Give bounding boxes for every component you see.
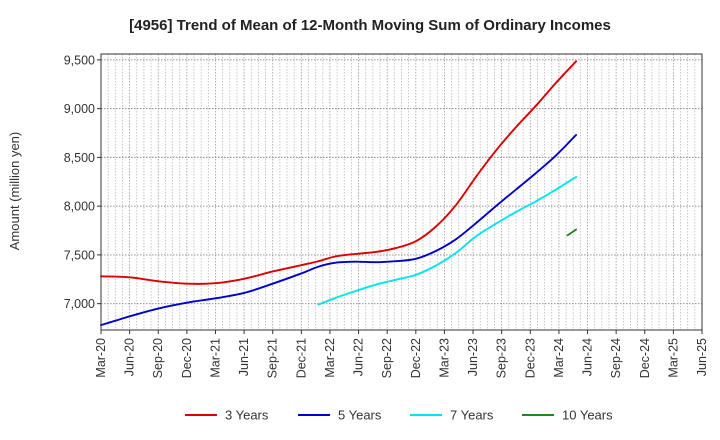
- legend-label: 5 Years: [338, 408, 382, 423]
- x-tick-label: Jun-23: [466, 338, 480, 376]
- chart-title: [4956] Trend of Mean of 12-Month Moving …: [129, 17, 611, 34]
- x-tick-label: Jun-21: [237, 338, 251, 376]
- x-tick-label: Mar-23: [437, 338, 451, 378]
- y-tick-label: 8,000: [64, 200, 95, 214]
- legend: 3 Years 5 Years 7 Years 10 Years: [185, 408, 613, 423]
- x-tick-label: Jun-22: [352, 338, 366, 376]
- x-tick-label: Mar-22: [323, 338, 337, 378]
- x-axis: Mar-20 Jun-20 Sep-20 Dec-20 Mar-21 Jun-21 Sep-…: [94, 330, 709, 378]
- grid: [100, 54, 703, 330]
- legend-label: 10 Years: [562, 408, 613, 423]
- y-axis-label: Amount (million yen): [7, 132, 22, 251]
- legend-label: 7 Years: [450, 408, 494, 423]
- x-tick-label: Dec-24: [638, 338, 652, 378]
- x-tick-label: Mar-20: [94, 338, 108, 378]
- y-tick-label: 7,500: [64, 248, 95, 262]
- y-tick-label: 8,500: [64, 151, 95, 165]
- series-line-10-years: [566, 228, 578, 237]
- x-tick-label: Jun-25: [695, 338, 709, 376]
- x-tick-label: Mar-21: [208, 338, 222, 378]
- x-tick-label: Dec-23: [523, 338, 537, 378]
- x-tick-label: Mar-24: [552, 338, 566, 378]
- y-axis: 7,000 7,500 8,000 8,500 9,000 9,500: [64, 53, 101, 311]
- y-tick-label: 9,500: [64, 53, 95, 67]
- x-tick-label: Sep-23: [495, 338, 509, 378]
- x-tick-label: Mar-25: [666, 338, 680, 378]
- series-line-7-years: [317, 175, 578, 306]
- plot-frame: [100, 53, 703, 331]
- x-tick-label: Sep-20: [151, 338, 165, 378]
- series-line-5-years: [100, 134, 578, 327]
- x-tick-label: Dec-22: [409, 338, 423, 378]
- x-tick-label: Jun-24: [581, 338, 595, 376]
- x-tick-label: Dec-20: [180, 338, 194, 378]
- x-tick-label: Sep-21: [266, 338, 280, 378]
- x-tick-label: Sep-24: [609, 338, 623, 378]
- x-tick-label: Jun-20: [123, 338, 137, 376]
- series-line-3-years: [100, 60, 578, 285]
- series-layer: [100, 60, 578, 327]
- y-tick-label: 7,000: [64, 297, 95, 311]
- y-tick-label: 9,000: [64, 102, 95, 116]
- legend-label: 3 Years: [225, 408, 269, 423]
- x-tick-label: Dec-21: [294, 338, 308, 378]
- x-tick-label: Sep-22: [380, 338, 394, 378]
